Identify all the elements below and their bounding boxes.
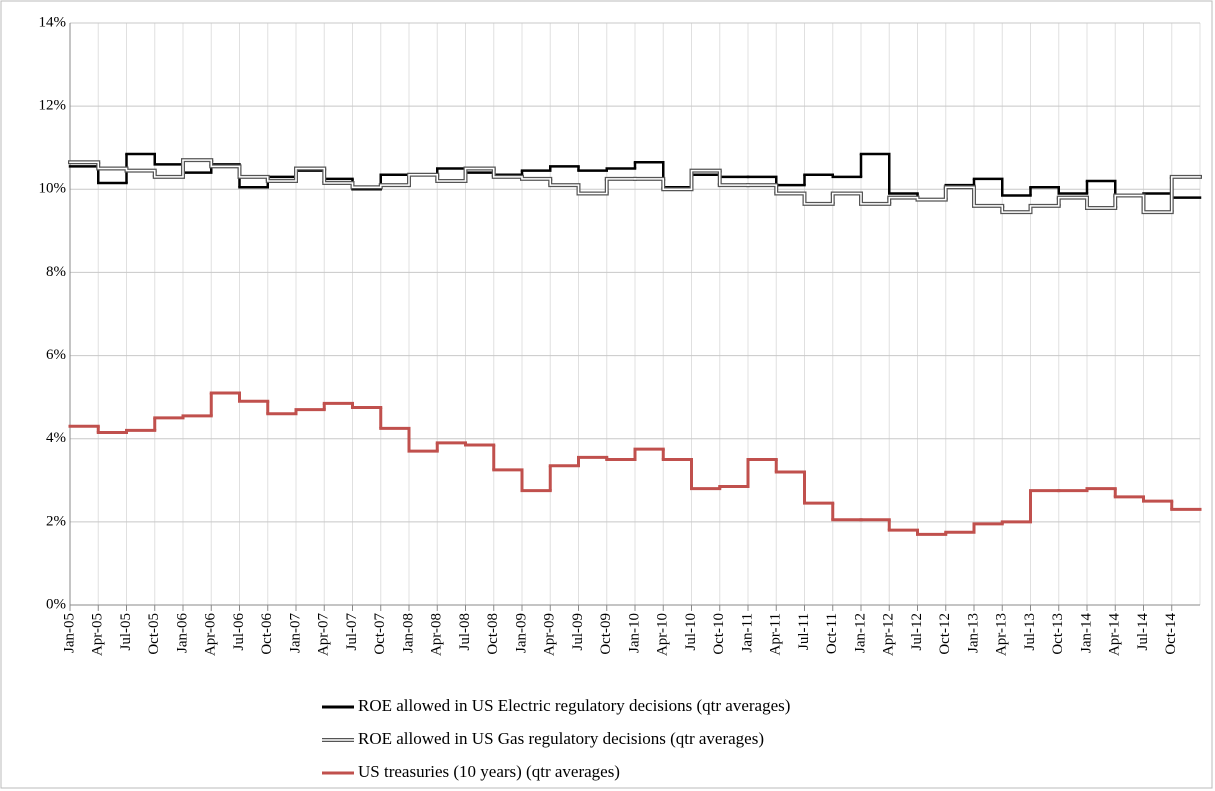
x-tick-label: Jul-10 <box>683 613 699 651</box>
x-tick-label: Apr-12 <box>881 613 897 656</box>
x-tick-label: Jul-13 <box>1022 613 1038 651</box>
x-tick-label: Jul-11 <box>796 613 812 650</box>
x-tick-label: Oct-07 <box>372 613 388 655</box>
x-tick-label: Oct-09 <box>598 613 614 655</box>
x-tick-label: Jan-09 <box>513 613 529 653</box>
x-tick-label: Oct-11 <box>824 613 840 654</box>
x-tick-label: Jul-07 <box>344 613 360 651</box>
x-tick-label: Apr-09 <box>542 613 558 656</box>
x-tick-label: Apr-06 <box>203 613 219 657</box>
y-tick-label: 6% <box>46 347 66 363</box>
x-tick-label: Jan-05 <box>61 613 77 653</box>
x-tick-label: Jul-12 <box>909 613 925 651</box>
y-tick-label: 14% <box>39 14 67 30</box>
x-tick-label: Jan-07 <box>287 613 303 653</box>
x-tick-label: Apr-14 <box>1107 613 1123 657</box>
x-tick-label: Jan-08 <box>400 613 416 653</box>
x-tick-label: Apr-08 <box>429 613 445 656</box>
y-tick-label: 0% <box>46 596 66 612</box>
legend-label: ROE allowed in US Electric regulatory de… <box>358 696 790 715</box>
y-tick-label: 10% <box>39 181 67 197</box>
x-tick-label: Oct-14 <box>1163 613 1179 655</box>
legend-label: US treasuries (10 years) (qtr averages) <box>358 762 620 781</box>
legend-label: ROE allowed in US Gas regulatory decisio… <box>358 729 764 748</box>
x-tick-label: Oct-05 <box>146 613 162 655</box>
x-tick-label: Apr-11 <box>768 613 784 655</box>
x-tick-label: Apr-10 <box>655 613 671 656</box>
x-tick-label: Jul-14 <box>1135 613 1151 651</box>
y-tick-label: 2% <box>46 513 66 529</box>
x-tick-label: Oct-10 <box>711 613 727 655</box>
x-tick-label: Jul-08 <box>457 613 473 651</box>
x-tick-label: Oct-13 <box>1050 613 1066 655</box>
x-tick-label: Jan-14 <box>1078 613 1094 653</box>
x-tick-label: Oct-06 <box>259 613 275 655</box>
x-tick-label: Apr-13 <box>994 613 1010 656</box>
y-tick-label: 4% <box>46 430 66 446</box>
x-tick-label: Apr-05 <box>90 613 106 656</box>
x-tick-label: Apr-07 <box>316 613 332 657</box>
x-tick-label: Jan-12 <box>852 613 868 653</box>
x-tick-label: Jan-11 <box>739 613 755 652</box>
x-tick-label: Jan-10 <box>626 613 642 653</box>
x-tick-label: Oct-08 <box>485 613 501 655</box>
x-tick-label: Oct-12 <box>937 613 953 655</box>
x-tick-label: Jul-05 <box>118 613 134 651</box>
x-tick-label: Jan-06 <box>174 613 190 653</box>
x-tick-label: Jan-13 <box>965 613 981 653</box>
x-tick-label: Jul-06 <box>231 613 247 651</box>
y-tick-label: 8% <box>46 264 66 280</box>
x-tick-label: Jul-09 <box>570 613 586 651</box>
y-tick-label: 12% <box>39 98 67 114</box>
